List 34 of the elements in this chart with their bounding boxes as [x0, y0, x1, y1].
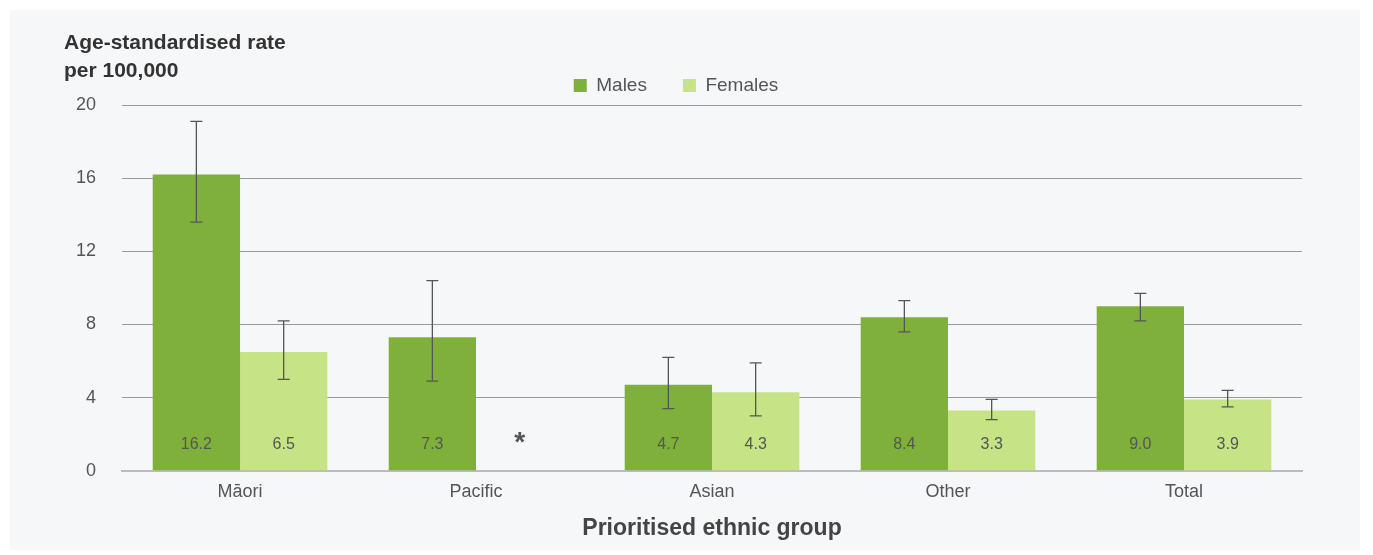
legend-label: Females	[705, 73, 779, 95]
data-label: 8.4	[893, 435, 916, 453]
bar	[860, 317, 949, 471]
x-tick-label: Pacific	[449, 480, 503, 501]
bar	[712, 392, 800, 471]
data-label: 4.3	[744, 435, 767, 453]
y-tick-label: 4	[86, 386, 97, 407]
data-label: 7.3	[421, 435, 444, 453]
y-tick-label: 16	[75, 167, 97, 188]
x-tick-label: Other	[925, 480, 971, 501]
bar	[1096, 306, 1184, 471]
data-label: 3.9	[1216, 435, 1239, 453]
x-axis-title: Prioritised ethnic group	[582, 513, 842, 540]
bar	[624, 384, 713, 471]
data-label: 9.0	[1129, 435, 1152, 453]
data-label: 16.2	[180, 435, 213, 453]
y-tick-label: 0	[86, 459, 97, 480]
x-tick-label: Māori	[217, 480, 263, 501]
annotation: *	[514, 425, 526, 457]
x-tick-label: Asian	[689, 480, 735, 501]
legend-label: Males	[596, 73, 647, 95]
y-tick-label: 8	[86, 313, 97, 334]
y-tick-label: 20	[75, 93, 97, 114]
bar	[388, 337, 477, 471]
data-label: 6.5	[272, 435, 295, 453]
x-tick-label: Total	[1164, 480, 1204, 501]
bar	[1184, 399, 1272, 471]
data-label: 4.7	[657, 435, 680, 453]
bar	[948, 410, 1036, 471]
data-label: 3.3	[980, 435, 1003, 453]
bar	[152, 174, 241, 471]
y-axis-title: Age-standardised rate per 100,000	[64, 29, 287, 83]
bar	[240, 351, 328, 471]
y-tick-label: 12	[75, 240, 97, 261]
